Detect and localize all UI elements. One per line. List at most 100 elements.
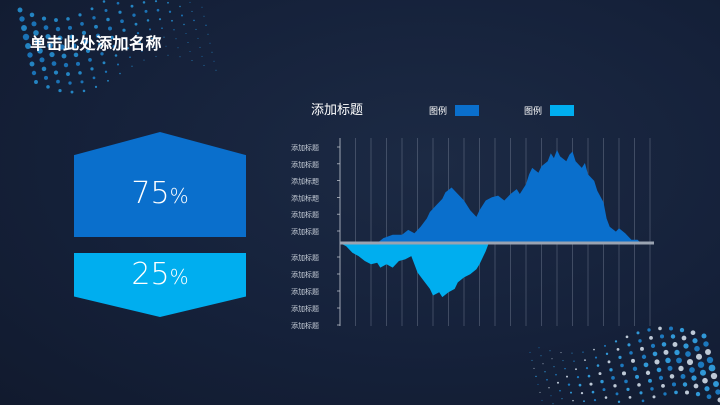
- halftone-dot: [209, 42, 211, 44]
- halftone-dot: [529, 351, 531, 353]
- halftone-dot: [144, 9, 148, 13]
- halftone-dot: [552, 403, 554, 405]
- halftone-dot: [158, 18, 162, 21]
- halftone-dot: [49, 51, 55, 58]
- halftone-dot: [90, 7, 94, 11]
- halftone-dot: [66, 17, 70, 21]
- halftone-dot: [142, 1, 146, 4]
- halftone-dot: [535, 375, 537, 378]
- halftone-dot: [75, 61, 81, 66]
- halftone-dot: [678, 365, 684, 372]
- halftone-dot: [607, 360, 611, 364]
- halftone-dot: [187, 42, 189, 44]
- halftone-dot: [45, 33, 51, 40]
- halftone-dot: [43, 25, 49, 30]
- halftone-dot: [661, 342, 667, 347]
- halftone-dot: [25, 43, 31, 49]
- halftone-dot: [705, 349, 711, 355]
- halftone-dot: [201, 6, 203, 8]
- halftone-dot: [624, 379, 628, 384]
- halftone-dot: [541, 399, 543, 401]
- halftone-dot: [90, 67, 94, 71]
- halftone-dot: [652, 395, 656, 399]
- halftone-dot: [107, 26, 113, 31]
- halftone-dot: [620, 363, 624, 368]
- halftone-dot: [674, 349, 680, 356]
- halftone-dot: [21, 25, 27, 31]
- halftone-dot: [161, 27, 163, 30]
- halftone-dot: [106, 17, 110, 22]
- halftone-dot: [185, 33, 187, 35]
- halftone-dot: [548, 387, 550, 389]
- halftone-dot: [659, 334, 665, 339]
- stat-value-25: 25%: [131, 257, 189, 292]
- halftone-dot: [618, 355, 622, 359]
- halftone-dot: [167, 54, 169, 56]
- halftone-dot: [692, 338, 698, 344]
- halftone-dot: [539, 391, 541, 393]
- halftone-dot: [151, 37, 153, 40]
- halftone-dot: [85, 48, 91, 53]
- halftone-dot: [713, 381, 719, 387]
- halftone-dot: [177, 47, 179, 49]
- halftone-dot: [119, 72, 121, 75]
- halftone-dot: [582, 351, 584, 353]
- halftone-dot: [708, 364, 716, 372]
- halftone-dot: [31, 21, 37, 27]
- halftone-dot: [561, 398, 563, 400]
- halftone-dot: [703, 341, 709, 347]
- y-tick-label: 添加标题: [291, 304, 319, 313]
- halftone-dot: [544, 371, 546, 373]
- halftone-dot: [80, 80, 84, 84]
- legend-label-2: 图例: [524, 107, 543, 117]
- halftone-dot: [171, 19, 173, 22]
- halftone-dot: [650, 343, 656, 349]
- halftone-dot: [537, 383, 539, 385]
- halftone-dot: [645, 370, 651, 376]
- halftone-dot: [626, 387, 630, 391]
- halftone-dot: [637, 383, 641, 387]
- halftone-dot: [567, 383, 571, 386]
- halftone-dot: [181, 14, 183, 17]
- halftone-dot: [580, 392, 584, 395]
- halftone-dot: [88, 58, 92, 62]
- halftone-dot: [61, 53, 67, 59]
- slide-title: 单击此处添加名称: [30, 34, 163, 53]
- halftone-dot: [179, 56, 181, 58]
- halftone-dot: [695, 391, 701, 397]
- halftone-dot: [104, 70, 108, 73]
- halftone-dot: [589, 382, 593, 386]
- halftone-dot: [717, 397, 720, 403]
- halftone-dot: [116, 1, 120, 5]
- y-tick-label: 添加标题: [291, 227, 319, 236]
- halftone-dot: [686, 358, 694, 366]
- halftone-dot: [92, 16, 96, 20]
- halftone-dot: [41, 16, 47, 21]
- halftone-dot: [165, 45, 167, 47]
- halftone-dot: [604, 344, 606, 347]
- halftone-dot: [683, 343, 689, 349]
- halftone-dot: [584, 359, 586, 361]
- halftone-dot: [706, 394, 712, 400]
- y-tick-label: 添加标题: [291, 287, 319, 296]
- halftone-dot: [605, 352, 609, 356]
- halftone-dot: [173, 29, 175, 31]
- halftone-dot: [640, 346, 644, 351]
- halftone-dot: [576, 376, 580, 379]
- halftone-dot: [550, 395, 552, 397]
- halftone-dot: [680, 374, 686, 379]
- halftone-dot: [613, 384, 617, 388]
- halftone-dot: [43, 75, 49, 80]
- halftone-dot: [636, 331, 640, 335]
- halftone-dot: [671, 382, 677, 387]
- halftone-dot: [143, 59, 145, 61]
- halftone-dot: [189, 1, 191, 3]
- halftone-dot: [82, 89, 86, 93]
- halftone-dot: [47, 42, 53, 49]
- halftone-dot: [69, 34, 75, 40]
- halftone-dot: [191, 10, 193, 13]
- halftone-dot: [124, 37, 128, 41]
- halftone-dot: [63, 62, 69, 68]
- halftone-dot: [702, 377, 708, 384]
- halftone-dot: [647, 328, 651, 332]
